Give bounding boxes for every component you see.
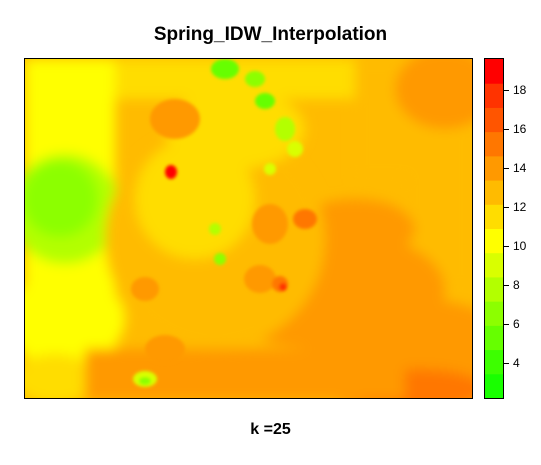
legend-tick-mark [504, 246, 509, 248]
legend-tick-label: 16 [513, 122, 527, 137]
orange-patch-3 [293, 209, 317, 229]
legend-tick-mark [504, 129, 509, 131]
legend-tick-mark [504, 90, 509, 92]
green-spot-1 [211, 59, 239, 79]
legend-bin [485, 373, 503, 399]
legend-tick-label: 10 [513, 239, 527, 254]
legend-color-bins [485, 59, 503, 399]
green-spot-6 [209, 223, 221, 235]
legend-tick-mark [504, 207, 509, 209]
legend-bin [485, 325, 503, 351]
legend-tick-label: 14 [513, 161, 527, 176]
legend-bin [485, 228, 503, 254]
green-spot-7 [214, 253, 226, 265]
legend-bin [485, 155, 503, 181]
green-spot-8 [264, 163, 276, 175]
interpolation-map [24, 58, 473, 399]
orange-patch-5 [131, 277, 159, 301]
legend-tick-label: 6 [513, 316, 520, 331]
green-spot-3 [255, 93, 275, 109]
legend-bin [485, 107, 503, 133]
legend-bin [485, 204, 503, 229]
legend-bin [485, 349, 503, 375]
legend-bin [485, 252, 503, 278]
upper-cluster [165, 89, 305, 169]
orange-patch-1 [150, 99, 200, 139]
green-spot-5 [287, 141, 303, 157]
color-legend [484, 58, 504, 399]
orange-patch-4 [244, 265, 276, 293]
legend-tick-label: 18 [513, 83, 527, 98]
orange-patch-2 [252, 204, 288, 244]
legend-tick-label: 12 [513, 200, 527, 215]
legend-tick-label: 8 [513, 278, 520, 292]
red-orange-point [279, 283, 287, 291]
fan-right [295, 199, 415, 259]
legend-tick-mark [504, 362, 509, 364]
green-spot-4 [275, 117, 295, 141]
interpolation-raster [25, 59, 472, 398]
legend-ticks: 4 6 8 10 12 14 16 18 [504, 58, 541, 399]
legend-bin [485, 59, 503, 84]
left-yellow-lower [25, 274, 125, 364]
x-axis-label: k =25 [250, 421, 291, 438]
legend-tick-mark [504, 285, 509, 286]
legend-bin [485, 276, 503, 302]
orange-patch-6 [145, 335, 185, 363]
legend-bin [485, 301, 503, 326]
red-point [165, 165, 177, 179]
central-light [135, 139, 255, 259]
bottom-band [85, 349, 405, 398]
green-spot-10 [139, 377, 151, 385]
map-title: Spring_IDW_Interpolation [153, 24, 388, 45]
legend-bin [485, 83, 503, 108]
left-green-core [25, 161, 98, 237]
green-spot-2 [245, 71, 265, 87]
legend-tick-mark [504, 168, 509, 170]
legend-bin [485, 131, 503, 157]
legend-tick-label: 4 [513, 355, 520, 370]
right-top-corner [395, 59, 472, 129]
legend-tick-mark [504, 323, 509, 325]
legend-bin [485, 180, 503, 205]
left-bottom [25, 354, 95, 398]
